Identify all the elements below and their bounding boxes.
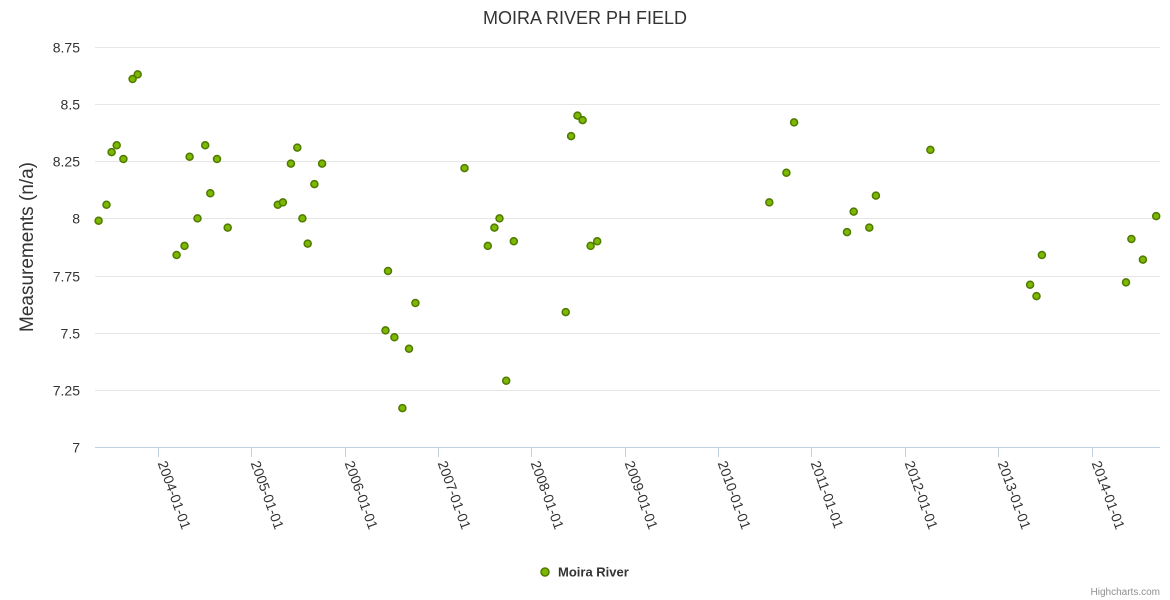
data-point xyxy=(286,159,296,168)
data-point xyxy=(206,189,215,198)
data-point xyxy=(133,70,142,79)
data-point xyxy=(293,143,302,152)
x-tick-label: 2008-01-01 xyxy=(528,459,568,532)
y-axis-label: Measurements (n/a) xyxy=(17,162,38,332)
data-point xyxy=(495,214,504,223)
data-point xyxy=(212,154,222,164)
data-point xyxy=(1037,250,1047,260)
data-point xyxy=(119,154,128,164)
data-point xyxy=(871,191,881,200)
data-point xyxy=(185,152,194,161)
data-point xyxy=(460,163,469,173)
data-point xyxy=(310,179,319,189)
data-point xyxy=(926,145,935,155)
data-point xyxy=(102,200,111,209)
data-point xyxy=(223,223,232,232)
data-point xyxy=(842,227,852,237)
data-point xyxy=(1151,211,1161,221)
data-point xyxy=(782,168,791,177)
data-point xyxy=(94,216,103,225)
y-tick-label: 7.25 xyxy=(53,383,80,399)
data-point xyxy=(509,237,519,246)
data-point xyxy=(865,223,874,232)
y-gridlines xyxy=(95,47,1160,391)
y-tick-label: 8.25 xyxy=(53,154,80,170)
x-ticks: 2004-01-01 2005-01-01 2006-01-01 2007-01-01… xyxy=(155,447,1129,532)
data-point xyxy=(592,237,602,246)
x-tick-label: 2013-01-01 xyxy=(995,459,1035,532)
data-point xyxy=(501,376,511,385)
x-tick-label: 2005-01-01 xyxy=(248,459,288,532)
data-point xyxy=(1025,280,1035,289)
x-tick-label: 2006-01-01 xyxy=(342,459,382,532)
data-point xyxy=(561,307,570,317)
x-tick-label: 2007-01-01 xyxy=(435,459,475,532)
data-point xyxy=(112,141,121,150)
data-point xyxy=(303,239,312,248)
legend[interactable]: Moira River xyxy=(540,565,629,580)
data-point xyxy=(573,111,582,120)
data-point xyxy=(490,223,499,232)
legend-label: Moira River xyxy=(558,565,629,580)
x-tick-label: 2009-01-01 xyxy=(622,459,662,532)
data-point xyxy=(789,118,799,127)
data-points xyxy=(94,70,1161,413)
data-point xyxy=(278,198,288,207)
data-point xyxy=(404,344,414,353)
data-point xyxy=(578,115,587,125)
data-point xyxy=(193,214,202,223)
data-point xyxy=(398,403,407,413)
data-point xyxy=(1138,255,1148,264)
data-point xyxy=(107,147,116,157)
data-point xyxy=(390,333,399,342)
data-point xyxy=(566,131,576,141)
x-tick-label: 2004-01-01 xyxy=(155,459,195,532)
x-tick-label: 2012-01-01 xyxy=(902,459,942,532)
data-point xyxy=(1121,278,1131,287)
data-point xyxy=(180,241,189,251)
y-tick-labels: 7 7.25 7.5 7.75 8 8.25 8.5 8.75 xyxy=(53,40,80,456)
data-point xyxy=(411,298,420,308)
data-point xyxy=(172,250,181,260)
legend-marker xyxy=(540,567,550,577)
data-point xyxy=(483,241,493,251)
y-tick-label: 7.75 xyxy=(53,269,80,285)
y-tick-label: 8 xyxy=(72,211,80,227)
chart-title: MOIRA RIVER PH FIELD xyxy=(483,8,687,28)
data-point xyxy=(200,141,210,150)
x-tick-label: 2011-01-01 xyxy=(808,459,847,531)
x-tick-label: 2010-01-01 xyxy=(715,459,755,532)
data-point xyxy=(586,241,595,251)
data-point xyxy=(383,266,393,276)
data-point xyxy=(765,198,774,207)
y-tick-label: 8.75 xyxy=(53,40,80,56)
y-tick-label: 8.5 xyxy=(61,97,81,113)
x-tick-label: 2014-01-01 xyxy=(1089,459,1129,532)
credits-link[interactable]: Highcharts.com xyxy=(1091,587,1160,598)
data-point xyxy=(849,207,858,216)
y-tick-label: 7 xyxy=(72,440,80,456)
data-point xyxy=(317,159,327,168)
data-point xyxy=(1127,234,1136,244)
data-point xyxy=(128,74,137,84)
data-point xyxy=(298,214,307,223)
data-point xyxy=(1032,291,1041,301)
data-point xyxy=(381,326,390,335)
y-tick-label: 7.5 xyxy=(61,326,81,342)
